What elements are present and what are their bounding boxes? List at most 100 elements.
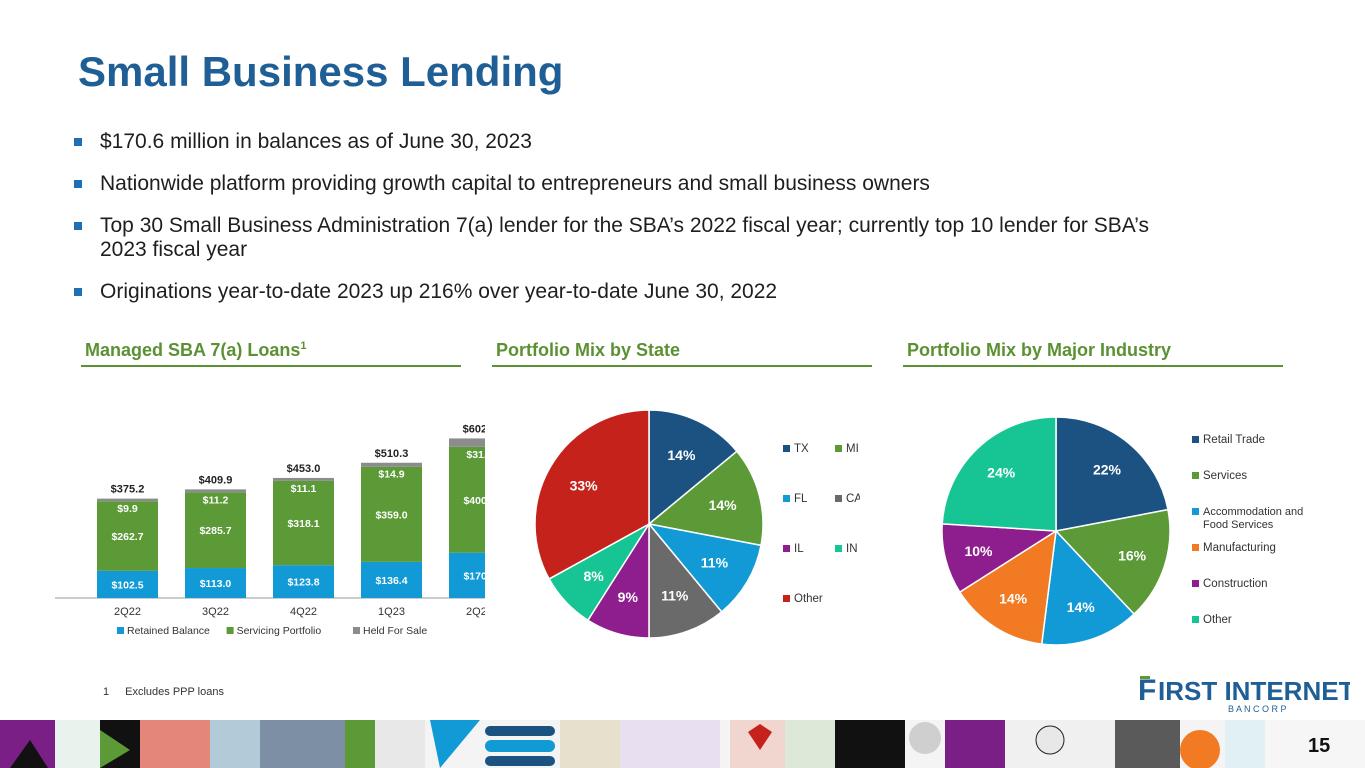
bullet-list: $170.6 million in balances as of June 30… [74, 130, 1194, 322]
legend-label: Food Services [1203, 519, 1274, 531]
data-label: $11.1 [291, 483, 317, 495]
section-heading-text: Managed SBA 7(a) Loans [85, 340, 301, 360]
bullet-text: $170.6 million in balances as of June 30… [100, 130, 532, 153]
bar-segment [273, 565, 334, 598]
data-label: $285.7 [199, 525, 231, 537]
bullet-marker [74, 180, 82, 188]
bar-segment [449, 552, 485, 598]
data-label: $102.5 [111, 579, 143, 591]
legend-label: FL [794, 493, 808, 505]
bullet-text: Nationwide platform providing growth cap… [100, 172, 930, 195]
state-pie-chart: 14% 14% 11% 11% 9% 8% 33% TX MI FL CA IL IN Other [534, 409, 860, 639]
slice-label: 14% [999, 591, 1028, 607]
legend-swatch [835, 445, 842, 452]
bullet-marker [74, 222, 82, 230]
legend-swatch [226, 627, 234, 634]
bar-segment [273, 480, 334, 566]
bar-segment [185, 568, 246, 598]
slice-label: 24% [987, 465, 1016, 481]
section-heading-industry: Portfolio Mix by Major Industry [903, 340, 1283, 367]
svg-text:IRST INTERNET: IRST INTERNET [1158, 676, 1350, 706]
section-heading-text: Portfolio Mix by State [496, 340, 681, 360]
data-label: $113.0 [200, 578, 232, 590]
legend-label: TX [794, 443, 809, 455]
legend-label: IN [846, 543, 858, 555]
bar-segment [361, 561, 422, 598]
pie-slice [941, 523, 1059, 594]
x-tick-label: 4Q22 [290, 606, 317, 618]
bar-segment [185, 489, 246, 493]
total-label: $510.3 [375, 448, 409, 460]
total-label: $375.2 [111, 484, 145, 496]
first-internet-logo: F IRST INTERNET B A N C O R P [1138, 674, 1350, 714]
bar-segment [97, 570, 158, 598]
data-label: $14.9 [378, 469, 404, 481]
section-heading-loans: Managed SBA 7(a) Loans1 [81, 340, 461, 367]
legend-swatch [1192, 616, 1199, 623]
bullet-text: Originations year-to-date 2023 up 216% o… [100, 280, 778, 303]
pie-slice [1055, 416, 1169, 532]
legend-swatch [835, 495, 842, 502]
legend-swatch [117, 627, 124, 634]
slice-label: 22% [1093, 461, 1122, 477]
total-label: $602.2 [463, 423, 485, 435]
x-tick-label: 1Q23 [378, 606, 405, 618]
legend-swatch [783, 595, 790, 602]
legend-swatch [783, 545, 790, 552]
data-label: $318.1 [287, 518, 319, 530]
legend-label: MI [846, 443, 859, 455]
data-label: $31.6 [466, 449, 485, 461]
bar-segment [449, 438, 485, 447]
legend-swatch [1192, 580, 1199, 587]
bar-segment [273, 477, 334, 481]
pie-slice [647, 450, 764, 547]
legend-swatch [783, 445, 790, 452]
pie-slice [941, 416, 1057, 532]
x-tick-label: 2Q22 [114, 606, 141, 618]
data-label: $400.0 [463, 495, 485, 507]
data-label: $123.8 [287, 577, 319, 589]
section-heading-state: Portfolio Mix by State [492, 340, 872, 367]
legend-label: Accommodation and [1203, 506, 1303, 518]
bar-segment [97, 501, 158, 571]
legend-label: Servicing Portfolio [237, 625, 322, 637]
slice-label: 14% [667, 447, 696, 463]
bullet-item: Nationwide platform providing growth cap… [74, 172, 1194, 196]
footnote-text: Excludes PPP loans [125, 686, 224, 698]
section-heading-text: Portfolio Mix by Major Industry [907, 340, 1172, 360]
slice-label: 9% [618, 589, 639, 605]
pie-slice [1054, 508, 1171, 616]
industry-pie-chart: 22% 16% 14% 14% 10% 24% Retail Trade Services Ac… [941, 416, 1303, 646]
legend-label: CA [846, 493, 860, 505]
slice-label: 14% [709, 497, 738, 513]
pie-slice [534, 409, 650, 580]
svg-text:B A N C O R P: B A N C O R P [1228, 704, 1287, 714]
legend-swatch [783, 495, 790, 502]
legend-label: Manufacturing [1203, 542, 1276, 554]
legend-swatch [1192, 472, 1199, 479]
legend-swatch [353, 627, 360, 634]
legend-swatch [835, 545, 842, 552]
bullet-item: Originations year-to-date 2023 up 216% o… [74, 280, 1194, 304]
footnote-marker: 1 [300, 340, 307, 352]
total-label: $409.9 [199, 474, 233, 486]
bar-segment [185, 492, 246, 569]
bullet-item: $170.6 million in balances as of June 30… [74, 130, 1194, 154]
bullet-marker [74, 288, 82, 296]
slice-label: 33% [570, 477, 599, 493]
loans-stacked-bar-chart: $102.5 $262.7 $9.9 $375.2 2Q22 $113.0 $285.7 $1… [55, 423, 485, 637]
legend-label: IL [794, 543, 804, 555]
pie-slice [648, 409, 738, 526]
bar-segment [97, 498, 158, 502]
bar-segment [449, 446, 485, 553]
data-label: $262.7 [111, 531, 143, 543]
legend-label: Held For Sale [363, 625, 427, 637]
svg-text:F: F [1138, 674, 1156, 707]
slice-label: 16% [1118, 548, 1147, 564]
slice-label: 11% [701, 555, 729, 571]
pie-slice [647, 522, 762, 613]
bullet-marker [74, 138, 82, 146]
bar-segment [361, 466, 422, 562]
slice-label: 8% [583, 568, 604, 584]
data-label: $136.4 [375, 575, 407, 587]
